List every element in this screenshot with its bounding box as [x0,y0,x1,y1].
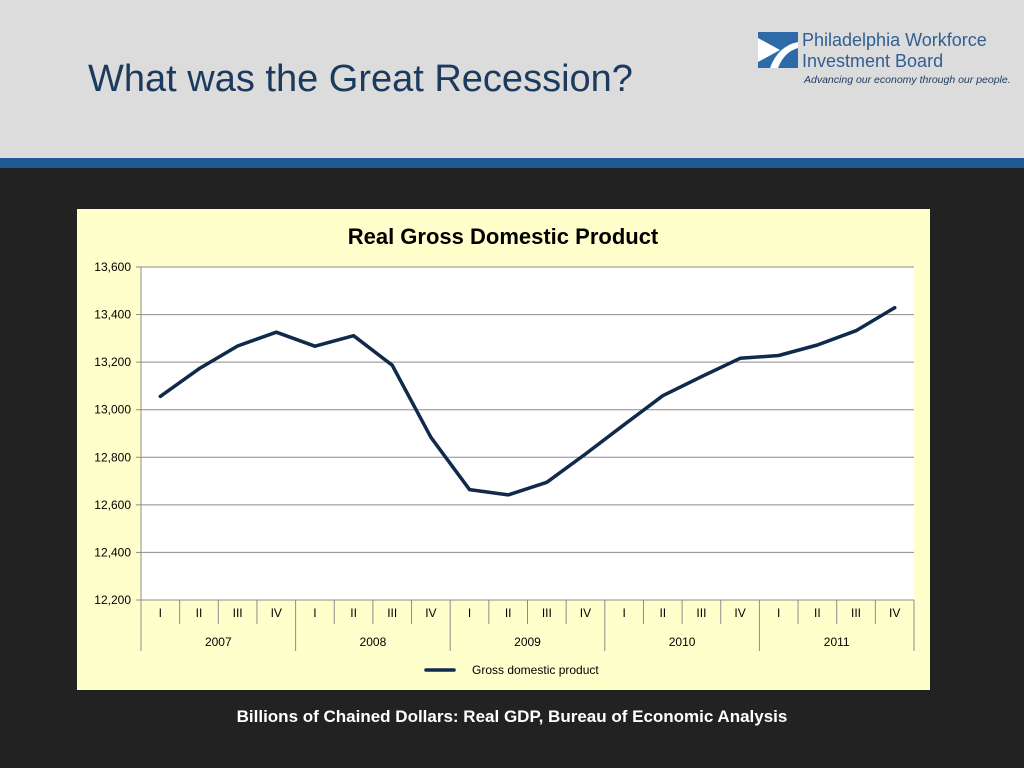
y-tick-label: 12,400 [94,545,131,559]
data-point [622,423,626,427]
series-line-gdp [158,305,897,497]
logo-name-line2: Investment Board [802,51,944,71]
data-point [583,452,587,456]
header-accent-bar [0,158,1024,168]
data-point [390,363,394,367]
y-tick-label: 13,400 [94,308,131,322]
gdp-line-chart: Real Gross Domestic Product 12,200 12,400… [94,224,915,677]
x-tick-label: I [313,606,316,620]
x-tick-label: II [659,606,666,620]
slide-title: What was the Great Recession? [88,58,633,100]
plot-area [141,267,914,600]
x-group-label: 2008 [360,635,387,649]
data-point [197,367,201,371]
x-tick-label: II [350,606,357,620]
data-point [815,343,819,347]
y-tick-label: 12,600 [94,498,131,512]
data-point [738,356,742,360]
x-group-label: 2009 [514,635,541,649]
x-tick-label: IV [425,606,436,620]
x-group-label: 2007 [205,635,232,649]
y-tick-label: 13,000 [94,403,131,417]
data-point [777,353,781,357]
x-tick-label: II [196,606,203,620]
x-tick-label: IV [889,606,900,620]
data-point [274,330,278,334]
x-tick-label: III [696,606,706,620]
logo-name-line1: Philadelphia Workforce [802,30,987,50]
data-point [699,375,703,379]
x-tick-label: II [505,606,512,620]
x-tick-label: III [542,606,552,620]
y-tick-label: 12,800 [94,450,131,464]
x-tick-label: II [814,606,821,620]
logo-name: Philadelphia Workforce Investment Board [802,30,987,72]
slide-header [0,0,1024,158]
x-tick-label: I [777,606,780,620]
x-tick-label: IV [734,606,745,620]
logo-tagline: Advancing our economy through our people… [804,74,1011,86]
x-tick-label: I [468,606,471,620]
data-point [854,329,858,333]
x-tick-label: IV [580,606,591,620]
data-point [893,306,897,310]
data-point [545,480,549,484]
data-point [236,344,240,348]
data-point [468,488,472,492]
x-group-label: 2011 [824,635,850,649]
data-point [506,493,510,497]
x-tick-label: III [851,606,861,620]
pwib-logo-icon [758,32,798,68]
chart-panel: Real Gross Domestic Product 12,200 12,400… [77,209,930,690]
data-point [158,394,162,398]
x-tick-label: I [159,606,162,620]
data-point [429,435,433,439]
data-point [661,394,665,398]
y-tick-label: 13,200 [94,355,131,369]
x-tick-label: IV [271,606,282,620]
y-tick-label: 12,200 [94,593,131,607]
y-tick-label: 13,600 [94,260,131,274]
data-point [352,334,356,338]
legend-label: Gross domestic product [472,663,599,677]
chart-title: Real Gross Domestic Product [348,224,659,249]
x-group-label: 2010 [669,635,696,649]
pwib-logo: Philadelphia Workforce Investment Board … [758,30,1011,90]
data-point [313,344,317,348]
x-tick-label: III [233,606,243,620]
x-tick-label: I [622,606,625,620]
slide-caption: Billions of Chained Dollars: Real GDP, B… [236,707,788,726]
x-tick-label: III [387,606,397,620]
